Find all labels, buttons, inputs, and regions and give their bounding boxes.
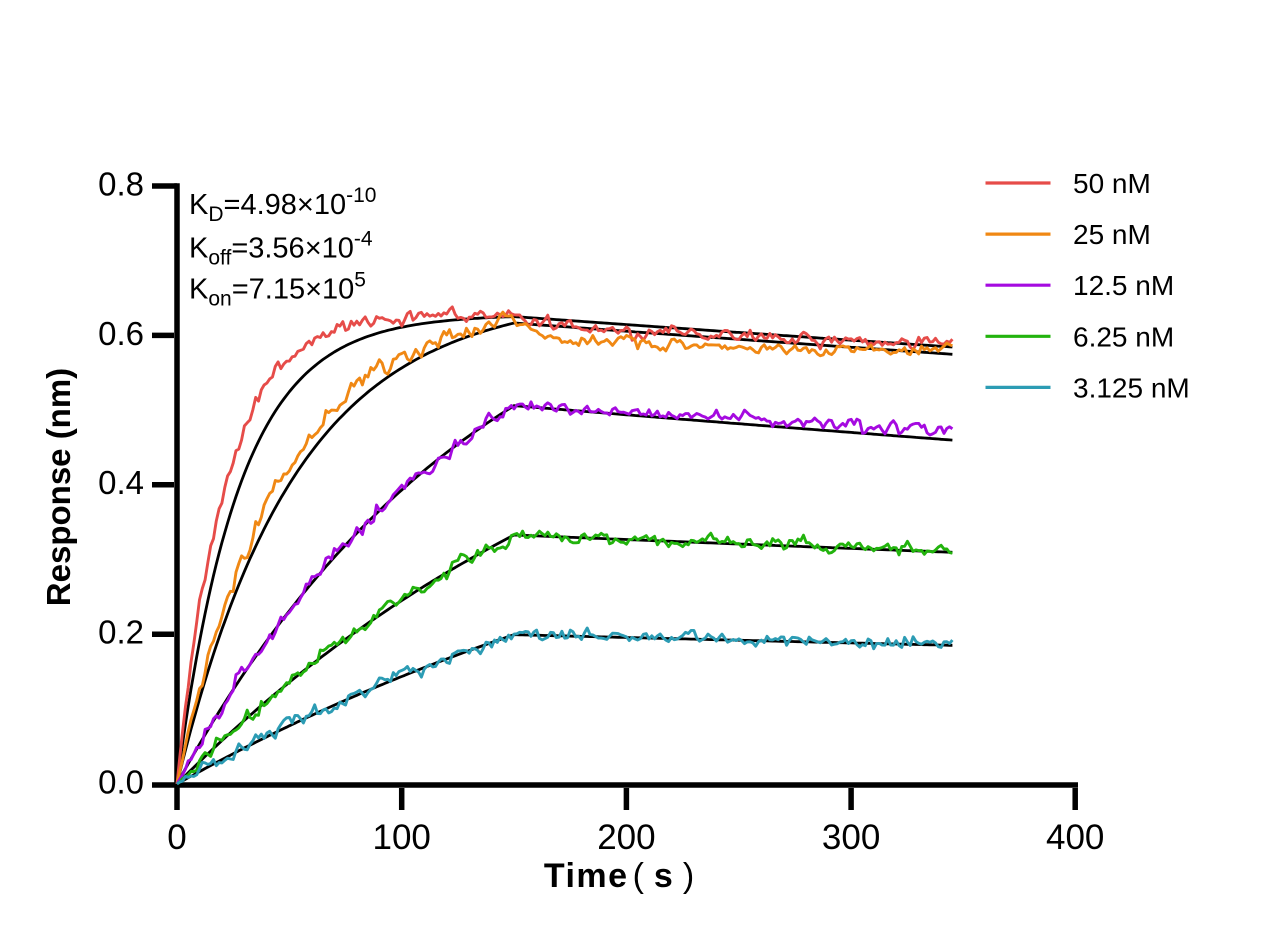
svg-text:Time(s): Time(s) <box>544 857 694 895</box>
svg-text:200: 200 <box>597 818 655 857</box>
svg-text:KD=4.98×10-10: KD=4.98×10-10 <box>189 184 376 226</box>
svg-text:Koff=3.56×10-4: Koff=3.56×10-4 <box>189 228 373 270</box>
svg-text:400: 400 <box>1046 818 1104 857</box>
svg-text:0.0: 0.0 <box>98 763 144 800</box>
svg-text:12.5 nM: 12.5 nM <box>1073 270 1174 301</box>
svg-text:6.25 nM: 6.25 nM <box>1073 321 1174 352</box>
svg-text:0: 0 <box>167 818 186 857</box>
svg-text:50 nM: 50 nM <box>1073 168 1151 199</box>
svg-text:100: 100 <box>372 818 430 857</box>
svg-text:0.8: 0.8 <box>98 165 144 202</box>
svg-text:Response (nm): Response (nm) <box>40 368 77 606</box>
svg-text:0.4: 0.4 <box>98 464 144 501</box>
svg-text:300: 300 <box>822 818 880 857</box>
svg-text:25 nM: 25 nM <box>1073 219 1151 250</box>
svg-text:3.125 nM: 3.125 nM <box>1073 372 1190 403</box>
svg-text:0.6: 0.6 <box>98 315 144 352</box>
svg-text:0.2: 0.2 <box>98 614 144 651</box>
svg-text:Kon=7.15×105: Kon=7.15×105 <box>189 269 366 311</box>
